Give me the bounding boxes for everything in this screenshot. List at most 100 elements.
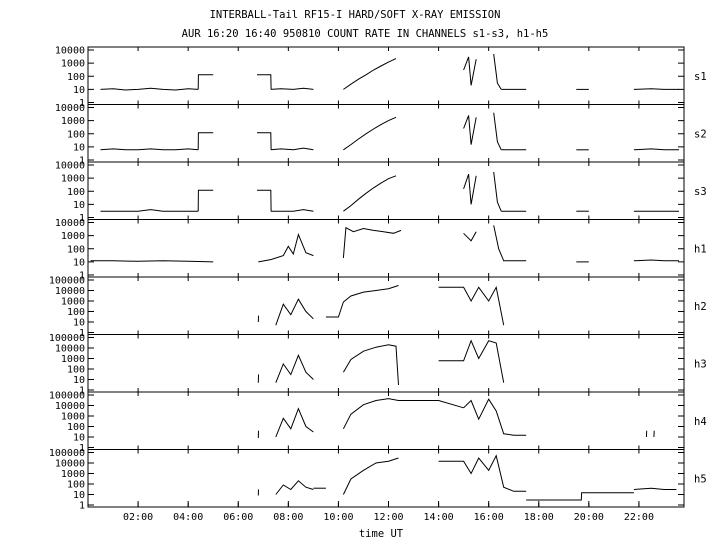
y-tick-label: 100 <box>67 480 85 491</box>
series-trace-h1 <box>342 226 402 258</box>
y-tick-label: 10000 <box>55 286 85 297</box>
series-label: h5 <box>694 473 707 485</box>
y-tick-label: 100000 <box>49 276 85 287</box>
series-trace-s3 <box>343 175 397 212</box>
y-tick-label: 10 <box>73 142 85 153</box>
series-trace-h4 <box>342 398 464 430</box>
x-tick-label: 04:00 <box>173 512 203 523</box>
series-trace-s1 <box>270 87 314 90</box>
series-label: s3 <box>694 186 707 198</box>
y-tick-label: 10 <box>73 433 85 444</box>
y-tick-label: 10 <box>73 200 85 211</box>
panel-s3: 10000 1000 100 10 1 s3 <box>55 161 707 225</box>
y-tick-label: 10 <box>73 257 85 268</box>
y-tick-label: 100 <box>67 72 85 83</box>
series-trace-s2 <box>197 132 214 150</box>
series-trace-h5 <box>342 457 399 495</box>
series-trace-s1 <box>463 56 477 86</box>
y-tick-label: 10000 <box>55 103 85 114</box>
series-trace-h4 <box>275 407 314 438</box>
series-trace-s3 <box>100 209 199 212</box>
y-tick-label: 1 <box>79 501 85 512</box>
series-label: h2 <box>694 301 707 313</box>
panel-frame <box>87 449 685 508</box>
chart-title: INTERBALL-Tail RF15-I HARD/SOFT X-RAY EM… <box>210 9 501 21</box>
y-tick-label: 1 <box>79 213 85 224</box>
panel-frame <box>87 276 685 335</box>
panel-h1: 10000 1000 100 10 1 h1 <box>55 218 707 282</box>
series-trace-s2 <box>493 112 502 151</box>
x-tick-label: 14:00 <box>424 512 454 523</box>
y-tick-label: 10000 <box>55 46 85 57</box>
series-trace-h2 <box>438 285 505 326</box>
series-trace-h5 <box>633 487 677 490</box>
series-label: s1 <box>694 71 707 83</box>
y-tick-label: 10000 <box>55 218 85 229</box>
y-tick-label: 100 <box>67 187 85 198</box>
panel-frame <box>87 334 685 393</box>
series-trace-s3 <box>493 171 502 212</box>
x-tick-label: 18:00 <box>524 512 554 523</box>
y-tick-label: 10 <box>73 85 85 96</box>
panel-frame <box>87 104 685 163</box>
x-tick-label: 08:00 <box>273 512 303 523</box>
y-tick-label: 1 <box>79 328 85 339</box>
series-trace-s2 <box>270 147 314 151</box>
y-tick-label: 1000 <box>61 174 85 185</box>
series-trace-h3 <box>342 344 399 386</box>
y-tick-label: 1 <box>79 386 85 397</box>
panel-s1: 10000 1000 100 10 1 s1 <box>55 46 707 110</box>
y-tick-label: 10000 <box>55 344 85 355</box>
series-label: h3 <box>694 358 707 370</box>
y-tick-label: 100 <box>67 365 85 376</box>
series-trace-s3 <box>463 174 477 205</box>
series-trace-h5 <box>275 480 314 495</box>
series-trace-h3 <box>438 339 505 383</box>
y-tick-label: 100 <box>67 422 85 433</box>
x-axis: 02:00 04:00 06:00 08:00 10:00 12:00 14:00 16:00… <box>123 501 654 523</box>
y-tick-label: 1000 <box>61 231 85 242</box>
series-trace-s1 <box>493 53 502 90</box>
series-trace-h1 <box>258 233 314 263</box>
series-trace-s3 <box>257 189 272 212</box>
y-tick-label: 10000 <box>55 161 85 172</box>
series-trace-h5 <box>526 492 634 501</box>
series-trace-s2 <box>100 148 199 151</box>
x-tick-label: 02:00 <box>123 512 153 523</box>
x-axis-label: time UT <box>359 528 404 540</box>
series-trace-s1 <box>197 74 214 90</box>
series-trace-s1 <box>633 88 679 90</box>
y-tick-label: 10 <box>73 490 85 501</box>
series-trace-h1 <box>493 225 527 262</box>
y-tick-label: 100000 <box>49 448 85 459</box>
y-tick-label: 1000 <box>61 297 85 308</box>
series-trace-s2 <box>343 116 397 151</box>
series-trace-s3 <box>270 209 314 212</box>
y-tick-label: 10000 <box>55 459 85 470</box>
chart-panels: 100001000100101s1100001000100101s2100001… <box>49 46 707 512</box>
panel-frame <box>87 391 685 450</box>
x-tick-label: 06:00 <box>223 512 253 523</box>
series-label: h4 <box>694 416 707 428</box>
series-trace-s2 <box>257 132 272 150</box>
series-label: h1 <box>694 243 707 255</box>
y-tick-label: 100000 <box>49 391 85 402</box>
y-tick-label: 1000 <box>61 469 85 480</box>
series-trace-s3 <box>197 189 214 212</box>
y-tick-label: 1 <box>79 156 85 167</box>
x-tick-label: 20:00 <box>574 512 604 523</box>
y-tick-label: 10000 <box>55 401 85 412</box>
series-trace-h3 <box>275 354 314 383</box>
y-tick-label: 1 <box>79 98 85 109</box>
y-tick-label: 1000 <box>61 412 85 423</box>
x-tick-label: 12:00 <box>373 512 403 523</box>
series-trace-s1 <box>100 87 199 91</box>
series-trace-s2 <box>633 148 679 151</box>
series-trace-s1 <box>343 58 397 90</box>
series-label: s2 <box>694 128 707 140</box>
series-trace-h2 <box>275 298 314 326</box>
